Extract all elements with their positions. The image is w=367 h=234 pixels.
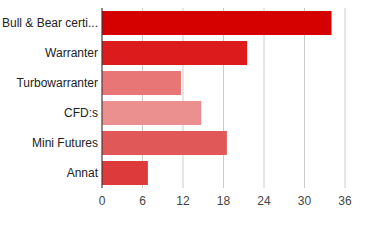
axis-line [102, 8, 103, 188]
bar [102, 71, 181, 95]
category-label: Turbowarranter [16, 76, 98, 90]
tick-label: 24 [257, 194, 271, 208]
category-label: Bull & Bear certi... [2, 16, 98, 30]
category-label: Warranter [45, 46, 98, 60]
grid-line [102, 8, 103, 188]
chart: 0 6 12 18 24 30 36 Bull & Bear certi... Warrante… [0, 0, 367, 234]
bar [102, 41, 247, 65]
tick-label: 36 [338, 194, 352, 208]
category-label: Mini Futures [32, 136, 98, 150]
category-label: CFD:s [64, 106, 98, 120]
tick-label: 6 [139, 194, 146, 208]
bar [102, 101, 201, 125]
tick-label: 12 [176, 194, 190, 208]
bar [102, 161, 148, 185]
tick-label: 0 [99, 194, 106, 208]
grid-line [345, 8, 346, 188]
bar [102, 11, 332, 35]
bar [102, 131, 227, 155]
tick-label: 18 [217, 194, 231, 208]
bars [102, 11, 332, 185]
category-label: Annat [67, 166, 99, 180]
chart-container: 0 6 12 18 24 30 36 Bull & Bear certi... Warrante… [0, 0, 367, 234]
tick-label: 30 [298, 194, 312, 208]
